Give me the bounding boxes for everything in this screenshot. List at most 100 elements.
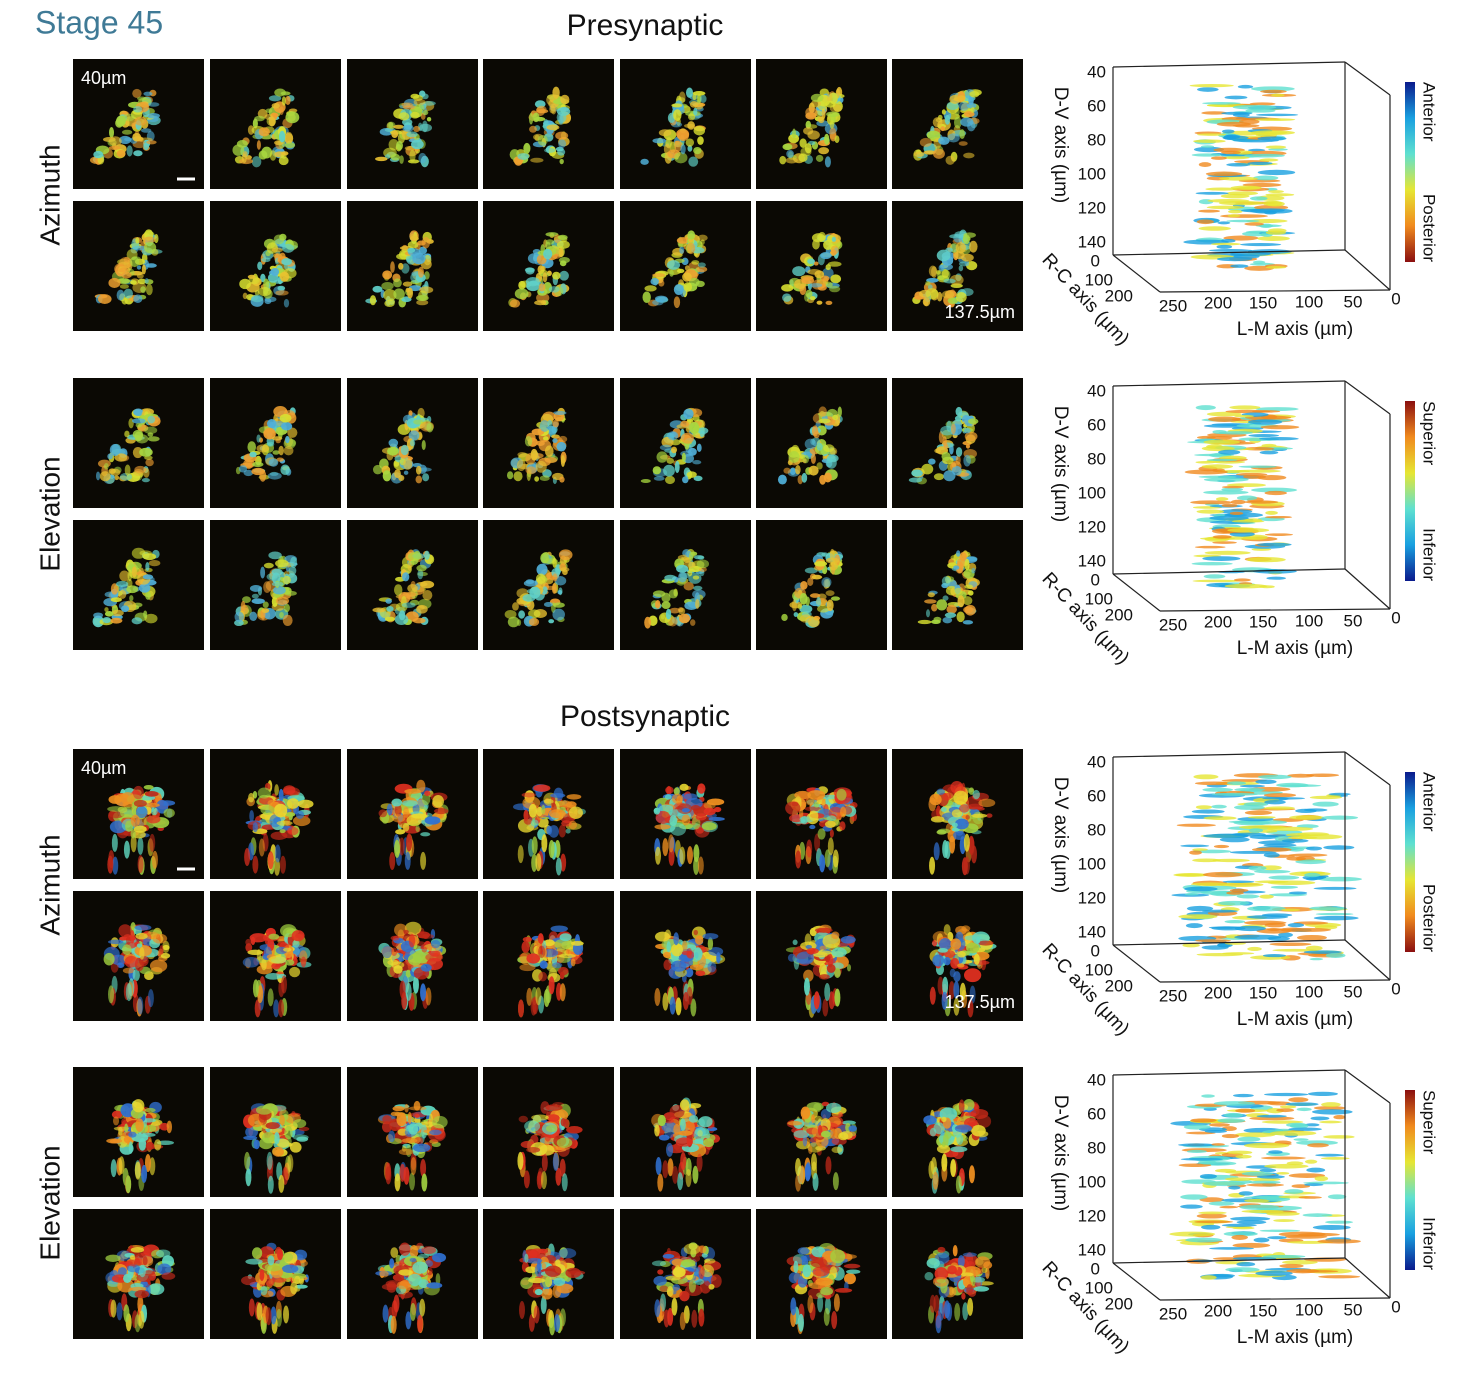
signal bbox=[267, 1175, 274, 1194]
signal bbox=[402, 572, 410, 582]
signal bbox=[522, 594, 536, 602]
signal bbox=[252, 979, 259, 998]
signal bbox=[117, 268, 129, 273]
signal bbox=[948, 981, 955, 1000]
streak bbox=[1262, 797, 1306, 800]
signal bbox=[287, 1154, 294, 1173]
streak bbox=[1203, 477, 1249, 482]
signal bbox=[558, 953, 576, 959]
signal bbox=[382, 270, 393, 280]
signal bbox=[534, 476, 540, 482]
image-tile bbox=[892, 891, 1023, 1021]
signal bbox=[152, 933, 168, 944]
signal bbox=[250, 936, 256, 946]
signal bbox=[256, 434, 261, 443]
x-tick-label: 200 bbox=[1204, 293, 1232, 312]
signal bbox=[669, 815, 678, 827]
signal bbox=[256, 140, 261, 150]
signal bbox=[693, 929, 699, 936]
signal bbox=[669, 822, 686, 836]
y-tick-label: 120 bbox=[1078, 517, 1106, 536]
signal bbox=[936, 805, 941, 818]
signal bbox=[401, 800, 418, 807]
streak bbox=[1195, 191, 1229, 195]
signal bbox=[545, 1104, 563, 1111]
streak bbox=[1251, 548, 1272, 551]
streak bbox=[1260, 89, 1287, 94]
signal bbox=[407, 552, 422, 561]
signal bbox=[133, 799, 147, 808]
signal bbox=[396, 140, 403, 151]
x-tick-label: 150 bbox=[1249, 983, 1277, 1002]
y-tick-label: 100 bbox=[1078, 164, 1106, 183]
signal bbox=[109, 468, 121, 476]
signal bbox=[251, 294, 264, 303]
signal bbox=[251, 156, 262, 168]
signal bbox=[92, 615, 104, 628]
signal bbox=[937, 828, 951, 834]
signal bbox=[416, 604, 428, 614]
signal bbox=[257, 261, 263, 271]
signal bbox=[930, 1156, 937, 1175]
streak bbox=[1267, 936, 1290, 941]
signal bbox=[565, 828, 571, 834]
signal bbox=[686, 471, 697, 478]
signal bbox=[107, 806, 125, 812]
streak bbox=[1194, 781, 1233, 786]
streak bbox=[1201, 464, 1234, 469]
signal bbox=[800, 1106, 811, 1120]
signal bbox=[97, 294, 112, 304]
signal bbox=[249, 584, 263, 592]
x-tick-label: 100 bbox=[1295, 982, 1323, 1001]
signal bbox=[936, 249, 951, 262]
signal bbox=[663, 1119, 675, 1124]
signal bbox=[506, 471, 514, 480]
signal bbox=[674, 140, 683, 152]
signal bbox=[821, 794, 839, 800]
signal bbox=[119, 570, 130, 582]
signal bbox=[123, 840, 130, 859]
depth-tick-label: 0 bbox=[1091, 941, 1100, 960]
image-tile bbox=[347, 749, 478, 879]
tile-background bbox=[347, 201, 478, 331]
signal bbox=[118, 924, 132, 938]
streak bbox=[1244, 810, 1273, 816]
image-tile bbox=[73, 1067, 204, 1197]
signal bbox=[674, 152, 688, 164]
signal bbox=[972, 811, 984, 825]
signal bbox=[953, 981, 960, 1000]
signal bbox=[690, 1139, 706, 1144]
signal bbox=[404, 921, 422, 936]
signal bbox=[654, 1124, 660, 1137]
signal bbox=[548, 619, 555, 624]
signal bbox=[254, 115, 265, 122]
signal bbox=[261, 1131, 275, 1144]
streak bbox=[1289, 815, 1325, 820]
signal bbox=[957, 951, 966, 958]
signal bbox=[404, 1103, 409, 1113]
signal bbox=[941, 991, 948, 1010]
signal bbox=[943, 278, 956, 284]
signal bbox=[408, 430, 420, 441]
signal bbox=[108, 145, 121, 151]
signal bbox=[803, 977, 810, 996]
signal bbox=[145, 458, 154, 467]
streak bbox=[1272, 948, 1318, 952]
signal bbox=[131, 418, 146, 424]
signal bbox=[950, 957, 960, 969]
signal bbox=[557, 148, 566, 156]
signal bbox=[277, 285, 286, 291]
signal bbox=[692, 1165, 699, 1184]
signal bbox=[391, 814, 406, 823]
streak bbox=[1202, 556, 1241, 561]
signal bbox=[125, 983, 132, 1002]
signal bbox=[685, 1169, 692, 1188]
signal bbox=[826, 815, 837, 822]
streak bbox=[1218, 431, 1254, 435]
signal bbox=[963, 833, 970, 852]
depth-label: 40µm bbox=[81, 68, 126, 88]
signal bbox=[238, 465, 248, 473]
signal bbox=[559, 260, 567, 267]
image-tile bbox=[620, 378, 751, 508]
signal bbox=[681, 808, 690, 813]
